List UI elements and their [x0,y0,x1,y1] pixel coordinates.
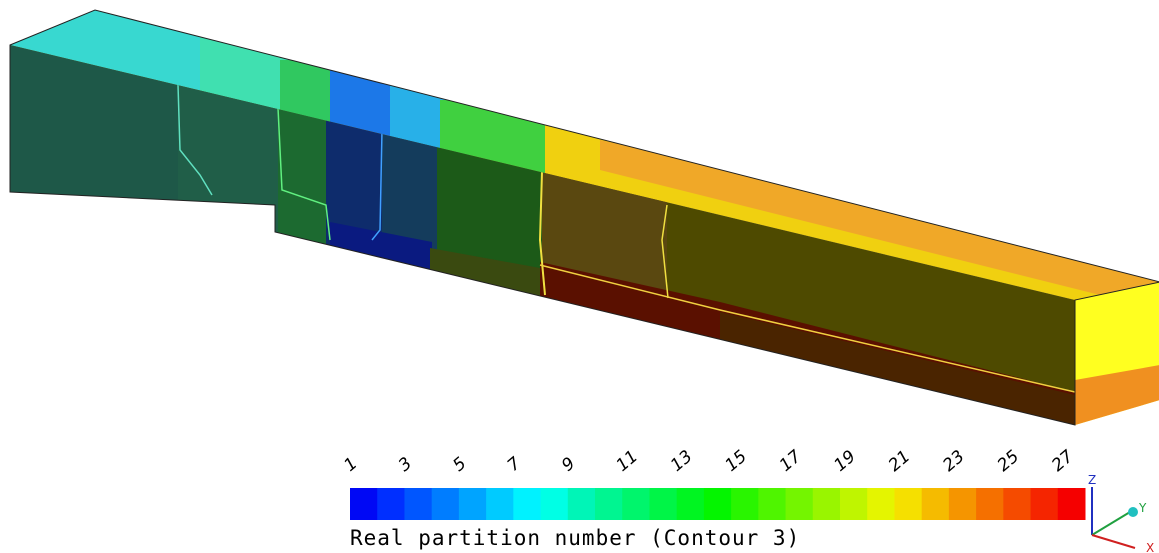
y-axis [1092,512,1130,535]
x-label: X [1146,541,1154,553]
colorbar-bin [949,488,977,520]
colorbar-bin [350,488,378,520]
y-axis-tip [1128,507,1138,517]
colorbar-bin [486,488,514,520]
colorbar-tick-label: 27 [1048,446,1078,475]
colorbar-title: Real partition number (Contour 3) [350,526,800,550]
colorbar-bin [513,488,541,520]
colorbar-bin [377,488,405,520]
colorbar-bin [568,488,596,520]
colorbar-tick-label: 9 [558,454,579,476]
colorbar-bin [432,488,460,520]
colorbar-tick-label: 17 [776,446,806,475]
z-label: Z [1088,473,1096,487]
colorbar-tick-label: 25 [994,447,1023,476]
colorbar-bin [758,488,786,520]
colorbar-tick-label: 11 [613,447,642,476]
colorbar-bin [1031,488,1059,520]
colorbar-bin [404,488,432,520]
colorbar-bin [649,488,677,520]
colorbar-tick-label: 7 [504,453,525,475]
colorbar-tick-label: 23 [939,447,968,476]
y-label: Y [1138,501,1147,515]
colorbar-bin [840,488,868,520]
colorbar-bin [976,488,1004,520]
colorbar-bin [704,488,732,520]
beam-model [0,0,1159,500]
axis-triad: Z Y X [1088,473,1154,553]
colorbar-bin [1003,488,1031,520]
x-axis [1092,535,1135,548]
colorbar-bin [786,488,814,520]
colorbar-tick-label: 21 [885,447,914,476]
colorbar-tick-label: 3 [395,454,416,476]
viewport: 13579111315171921232527 Real partition n… [0,0,1159,553]
colorbar-bin [459,488,487,520]
colorbar-bin [1058,488,1086,520]
colorbar-bin [922,488,950,520]
colorbar-tick-label: 19 [830,447,859,476]
colorbar-tick-label: 13 [667,447,696,476]
colorbar-bin [677,488,705,520]
colorbar-bin [622,488,650,520]
colorbar-bin [731,488,759,520]
colorbar-tick-label: 5 [449,454,470,476]
colorbar-tick-label: 1 [340,454,361,476]
colorbar-bin [813,488,841,520]
colorbar-bin [595,488,623,520]
colorbar-bin [541,488,569,520]
colorbar-tick-label: 15 [721,447,750,476]
colorbar-bin [894,488,922,520]
colorbar-bin [867,488,895,520]
